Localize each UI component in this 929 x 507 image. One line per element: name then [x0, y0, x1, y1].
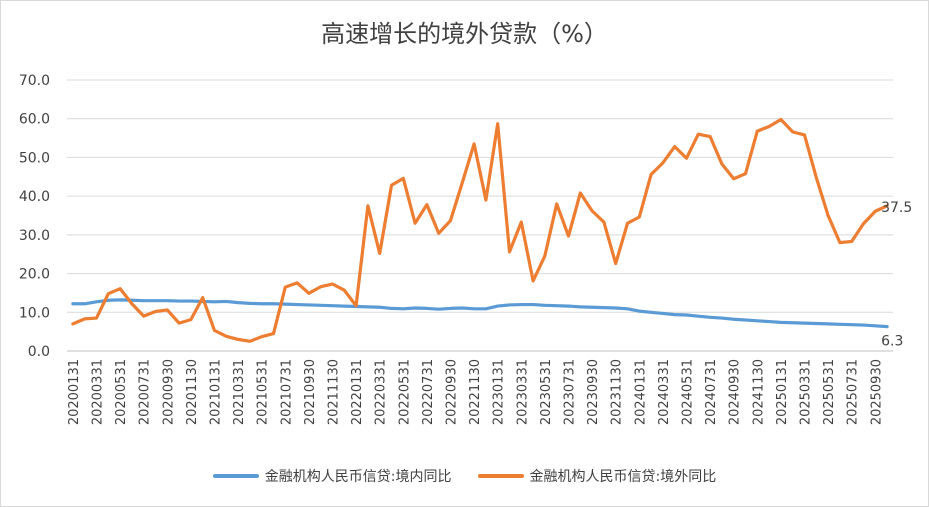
data-labels: 6.3 37.5 — [881, 200, 912, 350]
x-axis-ticks: 20200131 20200331 20200531 20200731 20200930… — [67, 359, 884, 425]
x-tick-label: 20201130 — [185, 359, 200, 425]
y-tick-label: 0.0 — [28, 344, 50, 360]
x-tick-label: 20240131 — [633, 359, 648, 425]
x-tick-label: 20241130 — [751, 359, 766, 425]
x-tick-label: 20200331 — [91, 359, 106, 425]
x-tick-label: 20230930 — [586, 359, 601, 425]
x-tick-label: 20220331 — [374, 359, 389, 425]
x-tick-label: 20200731 — [138, 359, 153, 425]
x-tick-label: 20220531 — [397, 359, 412, 425]
legend-item-overseas: 金融机构人民币信贷:境外同比 — [477, 466, 717, 486]
y-tick-label: 50.0 — [19, 150, 50, 166]
x-tick-label: 20200930 — [161, 359, 176, 425]
x-tick-label: 20200531 — [114, 359, 129, 425]
x-tick-label: 20240531 — [681, 359, 696, 425]
x-tick-label: 20220731 — [421, 359, 436, 425]
x-tick-label: 20210531 — [256, 359, 271, 425]
legend-label-overseas: 金融机构人民币信贷:境外同比 — [529, 469, 717, 485]
series-line-overseas — [71, 117, 889, 343]
series-lines — [71, 117, 889, 343]
x-tick-label: 20230731 — [563, 359, 578, 425]
x-tick-label: 20230531 — [539, 359, 554, 425]
series-line-domestic — [71, 298, 889, 329]
x-tick-label: 20210131 — [209, 359, 224, 425]
legend-label-domestic: 金融机构人民币信贷:境内同比 — [264, 469, 452, 485]
legend-swatch-domestic — [212, 474, 259, 478]
x-tick-label: 20250331 — [799, 359, 814, 425]
y-axis-ticks: 0.0 10.0 20.0 30.0 40.0 50.0 60.0 70.0 — [19, 73, 50, 360]
y-tick-label: 10.0 — [19, 305, 50, 321]
x-tick-label: 20210930 — [303, 359, 318, 425]
x-tick-label: 20240731 — [704, 359, 719, 425]
x-tick-label: 20250531 — [822, 359, 837, 425]
x-tick-label: 20250731 — [846, 359, 861, 425]
y-tick-label: 30.0 — [19, 228, 50, 244]
x-tick-label: 20250930 — [869, 359, 884, 425]
x-tick-label: 20230131 — [492, 359, 507, 425]
x-tick-label: 20240331 — [657, 359, 672, 425]
gridlines — [67, 79, 893, 352]
legend-swatch-overseas — [477, 474, 524, 478]
x-tick-label: 20220930 — [445, 359, 460, 425]
y-tick-label: 70.0 — [19, 73, 50, 89]
x-tick-label: 20250131 — [775, 359, 790, 425]
legend: 金融机构人民币信贷:境内同比 金融机构人民币信贷:境外同比 — [0, 466, 929, 486]
legend-item-domestic: 金融机构人民币信贷:境内同比 — [212, 466, 452, 486]
y-tick-label: 60.0 — [19, 112, 50, 128]
x-tick-label: 20211130 — [327, 359, 342, 425]
x-tick-label: 20210331 — [232, 359, 247, 425]
x-tick-label: 20231130 — [610, 359, 625, 425]
x-tick-label: 20230331 — [515, 359, 530, 425]
y-tick-label: 40.0 — [19, 189, 50, 205]
chart-title: 高速增长的境外贷款（%） — [321, 20, 608, 48]
x-tick-label: 20221130 — [468, 359, 483, 425]
x-tick-label: 20200131 — [67, 359, 82, 425]
x-tick-label: 20210731 — [279, 359, 294, 425]
y-tick-label: 20.0 — [19, 267, 50, 283]
end-label-overseas: 37.5 — [881, 200, 912, 216]
x-tick-label: 20240930 — [728, 359, 743, 425]
end-label-domestic: 6.3 — [881, 334, 903, 350]
x-tick-label: 20220131 — [350, 359, 365, 425]
